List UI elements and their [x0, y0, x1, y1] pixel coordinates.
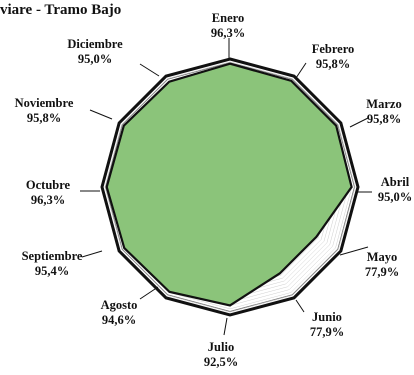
- category-label-octubre: Octubre: [26, 178, 71, 192]
- value-label-noviembre: 95,8%: [27, 111, 61, 125]
- leader-julio: [223, 317, 228, 336]
- category-label-febrero: Febrero: [312, 42, 355, 56]
- data-point-abril: [350, 186, 353, 188]
- data-point-noviembre: [123, 124, 125, 127]
- leader-noviembre: [89, 109, 113, 120]
- leader-septiembre: [81, 250, 103, 258]
- inner-ring: [105, 62, 355, 312]
- data-point-enero: [229, 62, 231, 65]
- value-label-marzo: 95,8%: [367, 112, 401, 126]
- value-label-diciembre: 95,0%: [78, 52, 112, 66]
- category-label-diciembre: Diciembre: [67, 37, 123, 51]
- value-label-agosto: 94,6%: [102, 313, 136, 327]
- category-label-marzo: Marzo: [366, 97, 401, 111]
- value-label-junio: 77,9%: [310, 325, 344, 339]
- category-label-enero: Enero: [212, 11, 244, 25]
- data-point-octubre: [105, 186, 108, 188]
- value-label-septiembre: 95,4%: [35, 264, 69, 278]
- category-label-julio: Julio: [208, 340, 234, 354]
- grid-ring: [104, 61, 356, 313]
- category-labels: Enero96,3%Febrero95,8%Marzo95,8%Abril95,…: [15, 11, 413, 369]
- value-label-julio: 92,5%: [204, 355, 238, 369]
- leader-febrero: [295, 62, 307, 79]
- value-label-febrero: 95,8%: [316, 57, 350, 71]
- data-point-septiembre: [123, 247, 126, 249]
- category-label-abril: Abril: [381, 175, 410, 189]
- category-label-junio: Junio: [312, 310, 342, 324]
- category-label-septiembre: Septiembre: [22, 249, 83, 263]
- chart-title: viare - Tramo Bajo: [0, 2, 121, 18]
- leader-mayo: [339, 246, 369, 256]
- outer-ring: [100, 57, 360, 317]
- data-point-febrero: [290, 80, 293, 82]
- data-point-agosto: [168, 291, 171, 293]
- leader-marzo: [349, 117, 369, 128]
- category-label-agosto: Agosto: [101, 298, 138, 312]
- series-area: [105, 62, 353, 307]
- category-label-mayo: Mayo: [367, 250, 398, 264]
- data-point-julio: [229, 304, 231, 307]
- category-label-noviembre: Noviembre: [15, 96, 74, 110]
- data-point-marzo: [335, 124, 337, 127]
- leader-agosto: [139, 286, 159, 300]
- value-label-mayo: 77,9%: [365, 265, 399, 279]
- value-label-octubre: 96,3%: [31, 193, 65, 207]
- leader-diciembre: [139, 63, 160, 77]
- data-point-junio: [279, 272, 281, 275]
- leader-junio: [295, 299, 305, 313]
- value-label-enero: 96,3%: [211, 26, 245, 40]
- data-point-diciembre: [168, 80, 170, 83]
- value-label-abril: 95,0%: [378, 190, 412, 204]
- data-point-mayo: [315, 236, 318, 238]
